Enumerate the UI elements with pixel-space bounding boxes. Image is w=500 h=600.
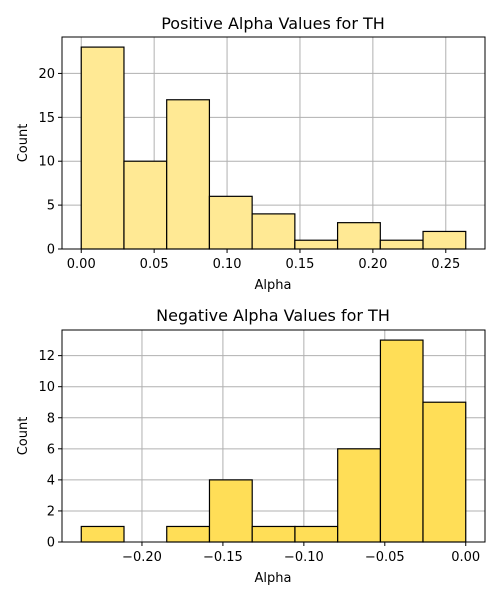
x-tick-label: 0.15 [285, 257, 314, 272]
plot-frame [61, 329, 486, 543]
y-axis-label: Count [16, 417, 31, 456]
histogram-bar [379, 239, 424, 250]
histogram-bar [251, 213, 296, 250]
y-tick-label: 0 [47, 243, 55, 258]
histogram-bar [80, 525, 125, 543]
y-tick-label: 15 [38, 111, 55, 126]
histogram-bar [166, 525, 211, 543]
histogram-bar [294, 525, 339, 543]
histogram-bar [337, 448, 382, 543]
x-ticks: −0.20 −0.15 −0.10 −0.05 0.00 [122, 542, 480, 565]
y-tick-label: 20 [38, 67, 55, 82]
histogram-bar [336, 222, 381, 250]
x-tick-label: −0.10 [284, 550, 324, 565]
histogram-bar [422, 230, 467, 250]
x-tick-label: 0.25 [431, 257, 460, 272]
y-tick-label: 4 [47, 473, 55, 488]
chart-negative-alpha: Negative Alpha Values for TH −0.20 −0.15−… [16, 306, 486, 586]
x-tick-label: 0.05 [140, 257, 169, 272]
histogram-bar [251, 525, 296, 543]
chart-title: Negative Alpha Values for TH [156, 306, 390, 325]
y-ticks: 0 5 10 15 20 [38, 67, 62, 258]
y-tick-label: 5 [47, 199, 55, 214]
histogram-bars [80, 46, 467, 250]
plot-frame [61, 36, 486, 250]
x-ticks: 0.00 0.05 0.10 0.15 0.20 0.25 [67, 249, 460, 272]
x-tick-label: 0.00 [451, 550, 480, 565]
x-axis-label: Alpha [255, 571, 292, 586]
x-tick-label: −0.05 [365, 550, 405, 565]
x-tick-label: 0.20 [358, 257, 387, 272]
histogram-bar [166, 99, 211, 250]
histogram-bar [294, 239, 339, 250]
y-tick-label: 10 [38, 380, 55, 395]
y-tick-label: 2 [47, 504, 55, 519]
x-tick-label: 0.10 [213, 257, 242, 272]
y-tick-label: 12 [38, 349, 55, 364]
histogram-bars [80, 339, 467, 543]
histogram-bar [379, 339, 424, 543]
y-tick-label: 10 [38, 155, 55, 170]
y-ticks: 0 2 4 6 8 10 12 [38, 349, 62, 551]
histogram-bar [80, 46, 125, 250]
x-tick-label: −0.20 [122, 550, 162, 565]
y-axis-label: Count [16, 124, 31, 163]
histogram-bar [208, 479, 253, 543]
x-tick-label: 0.00 [67, 257, 96, 272]
x-tick-label: −0.15 [203, 550, 243, 565]
y-tick-label: 8 [47, 411, 55, 426]
histogram-bar [123, 160, 168, 250]
chart-positive-alpha: Positive Alpha Values for TH 0.00 0.05 0.1… [16, 14, 486, 293]
histogram-bar [208, 195, 253, 250]
chart-title: Positive Alpha Values for TH [161, 14, 385, 33]
y-tick-label: 6 [47, 442, 55, 457]
y-tick-label: 0 [47, 536, 55, 551]
histogram-bar [422, 401, 467, 543]
x-axis-label: Alpha [255, 278, 292, 293]
